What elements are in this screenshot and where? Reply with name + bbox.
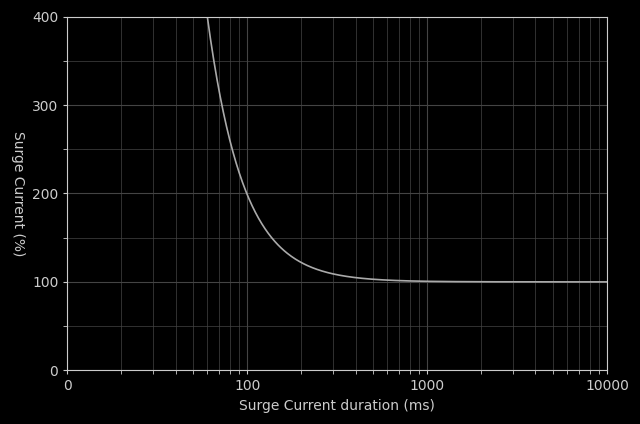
- X-axis label: Surge Current duration (ms): Surge Current duration (ms): [239, 399, 435, 413]
- Y-axis label: Surge Current (%): Surge Current (%): [11, 131, 25, 256]
